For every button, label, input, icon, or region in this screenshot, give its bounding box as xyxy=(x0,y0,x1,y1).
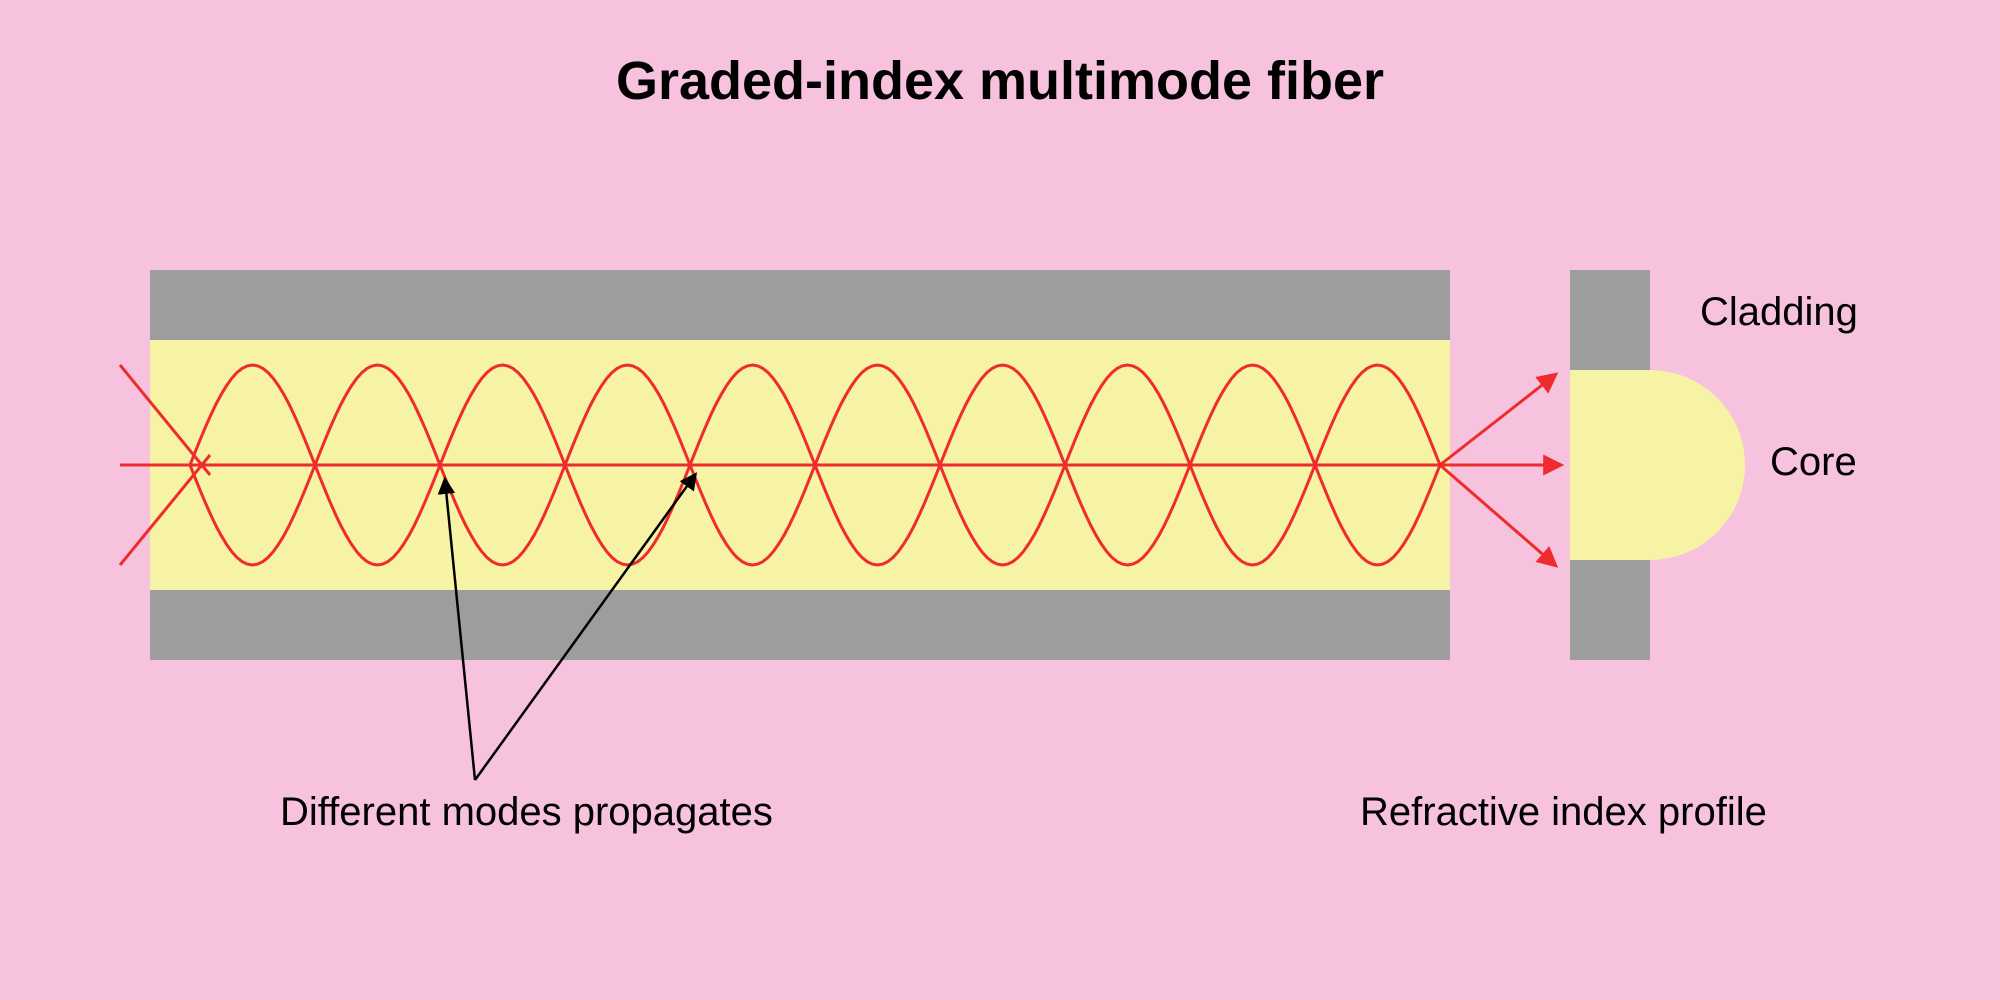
profile-cladding-top xyxy=(1570,270,1650,370)
label-modes: Different modes propagates xyxy=(280,790,773,835)
profile-cladding-bottom xyxy=(1570,560,1650,660)
cladding-top xyxy=(150,270,1450,340)
exit-ray-up xyxy=(1440,375,1555,465)
label-refractive: Refractive index profile xyxy=(1360,790,1767,835)
profile-core-bump xyxy=(1570,370,1745,560)
label-core: Core xyxy=(1770,440,1857,485)
cladding-bottom xyxy=(150,590,1450,660)
fiber-diagram xyxy=(0,0,2000,1000)
label-cladding: Cladding xyxy=(1700,290,1858,335)
exit-ray-down xyxy=(1440,465,1555,565)
